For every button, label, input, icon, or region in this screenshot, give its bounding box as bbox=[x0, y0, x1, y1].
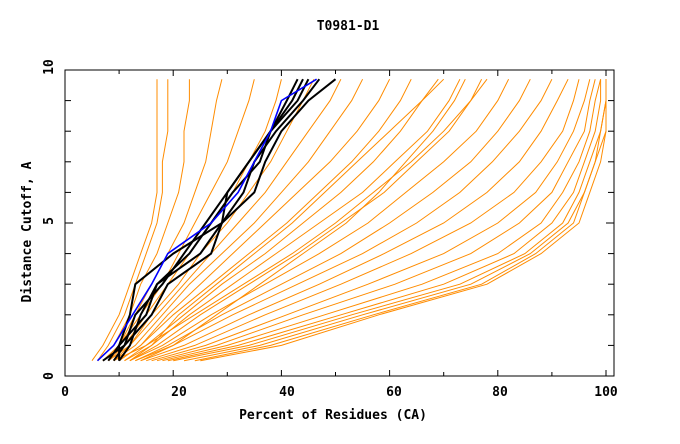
ticks-layer bbox=[64, 69, 614, 377]
orange-series-line-7 bbox=[113, 78, 342, 362]
chart-title: T0981-D1 bbox=[317, 19, 380, 34]
x-tick-label: 20 bbox=[171, 385, 187, 400]
orange-series-line-22 bbox=[167, 79, 602, 362]
black-series-line-1 bbox=[107, 78, 299, 362]
series-layer bbox=[91, 78, 607, 362]
y-tick-label: 0 bbox=[42, 372, 57, 380]
orange-series-line-19 bbox=[151, 79, 591, 362]
orange-series-line-18 bbox=[146, 79, 580, 362]
orange-series-line-21 bbox=[162, 79, 602, 362]
orange-series-line-16 bbox=[135, 78, 553, 362]
orange-series-line-14 bbox=[129, 78, 510, 362]
orange-series-line-17 bbox=[140, 78, 569, 362]
orange-series-line-29 bbox=[129, 78, 445, 362]
plot-frame bbox=[64, 69, 615, 377]
orange-series-line-10 bbox=[118, 78, 412, 362]
orange-series-line-4 bbox=[102, 79, 255, 362]
orange-series-line-0 bbox=[91, 79, 158, 361]
x-tick-label: 80 bbox=[492, 385, 508, 400]
y-tick-label: 5 bbox=[42, 217, 57, 225]
orange-series-line-12 bbox=[124, 78, 461, 362]
x-tick-label: 0 bbox=[61, 385, 69, 400]
y-axis-label: Distance Cutoff, A bbox=[20, 161, 35, 302]
black-series-line-3 bbox=[112, 78, 304, 362]
orange-series-line-2 bbox=[97, 79, 190, 362]
x-axis-label: Percent of Residues (CA) bbox=[239, 408, 427, 423]
orange-series-line-9 bbox=[118, 78, 391, 362]
x-tick-label: 40 bbox=[279, 385, 295, 400]
orange-series-line-28 bbox=[113, 78, 483, 362]
x-tick-label: 100 bbox=[594, 385, 618, 400]
y-tick-label: 10 bbox=[42, 59, 57, 75]
orange-series-line-11 bbox=[124, 78, 439, 362]
orange-series-line-13 bbox=[129, 78, 488, 362]
x-tick-label: 60 bbox=[386, 385, 402, 400]
orange-series-line-20 bbox=[156, 79, 596, 362]
orange-series-line-8 bbox=[113, 78, 364, 362]
orange-series-line-26 bbox=[200, 79, 607, 362]
orange-series-line-15 bbox=[135, 78, 531, 362]
orange-series-line-6 bbox=[108, 78, 315, 362]
orange-series-line-23 bbox=[173, 79, 607, 362]
orange-series-line-24 bbox=[183, 79, 607, 362]
orange-series-line-27 bbox=[140, 78, 466, 362]
black-series-line-2 bbox=[102, 78, 337, 362]
blue-series-line-0 bbox=[96, 78, 318, 362]
orange-series-line-3 bbox=[102, 79, 223, 362]
orange-series-line-1 bbox=[97, 79, 169, 361]
